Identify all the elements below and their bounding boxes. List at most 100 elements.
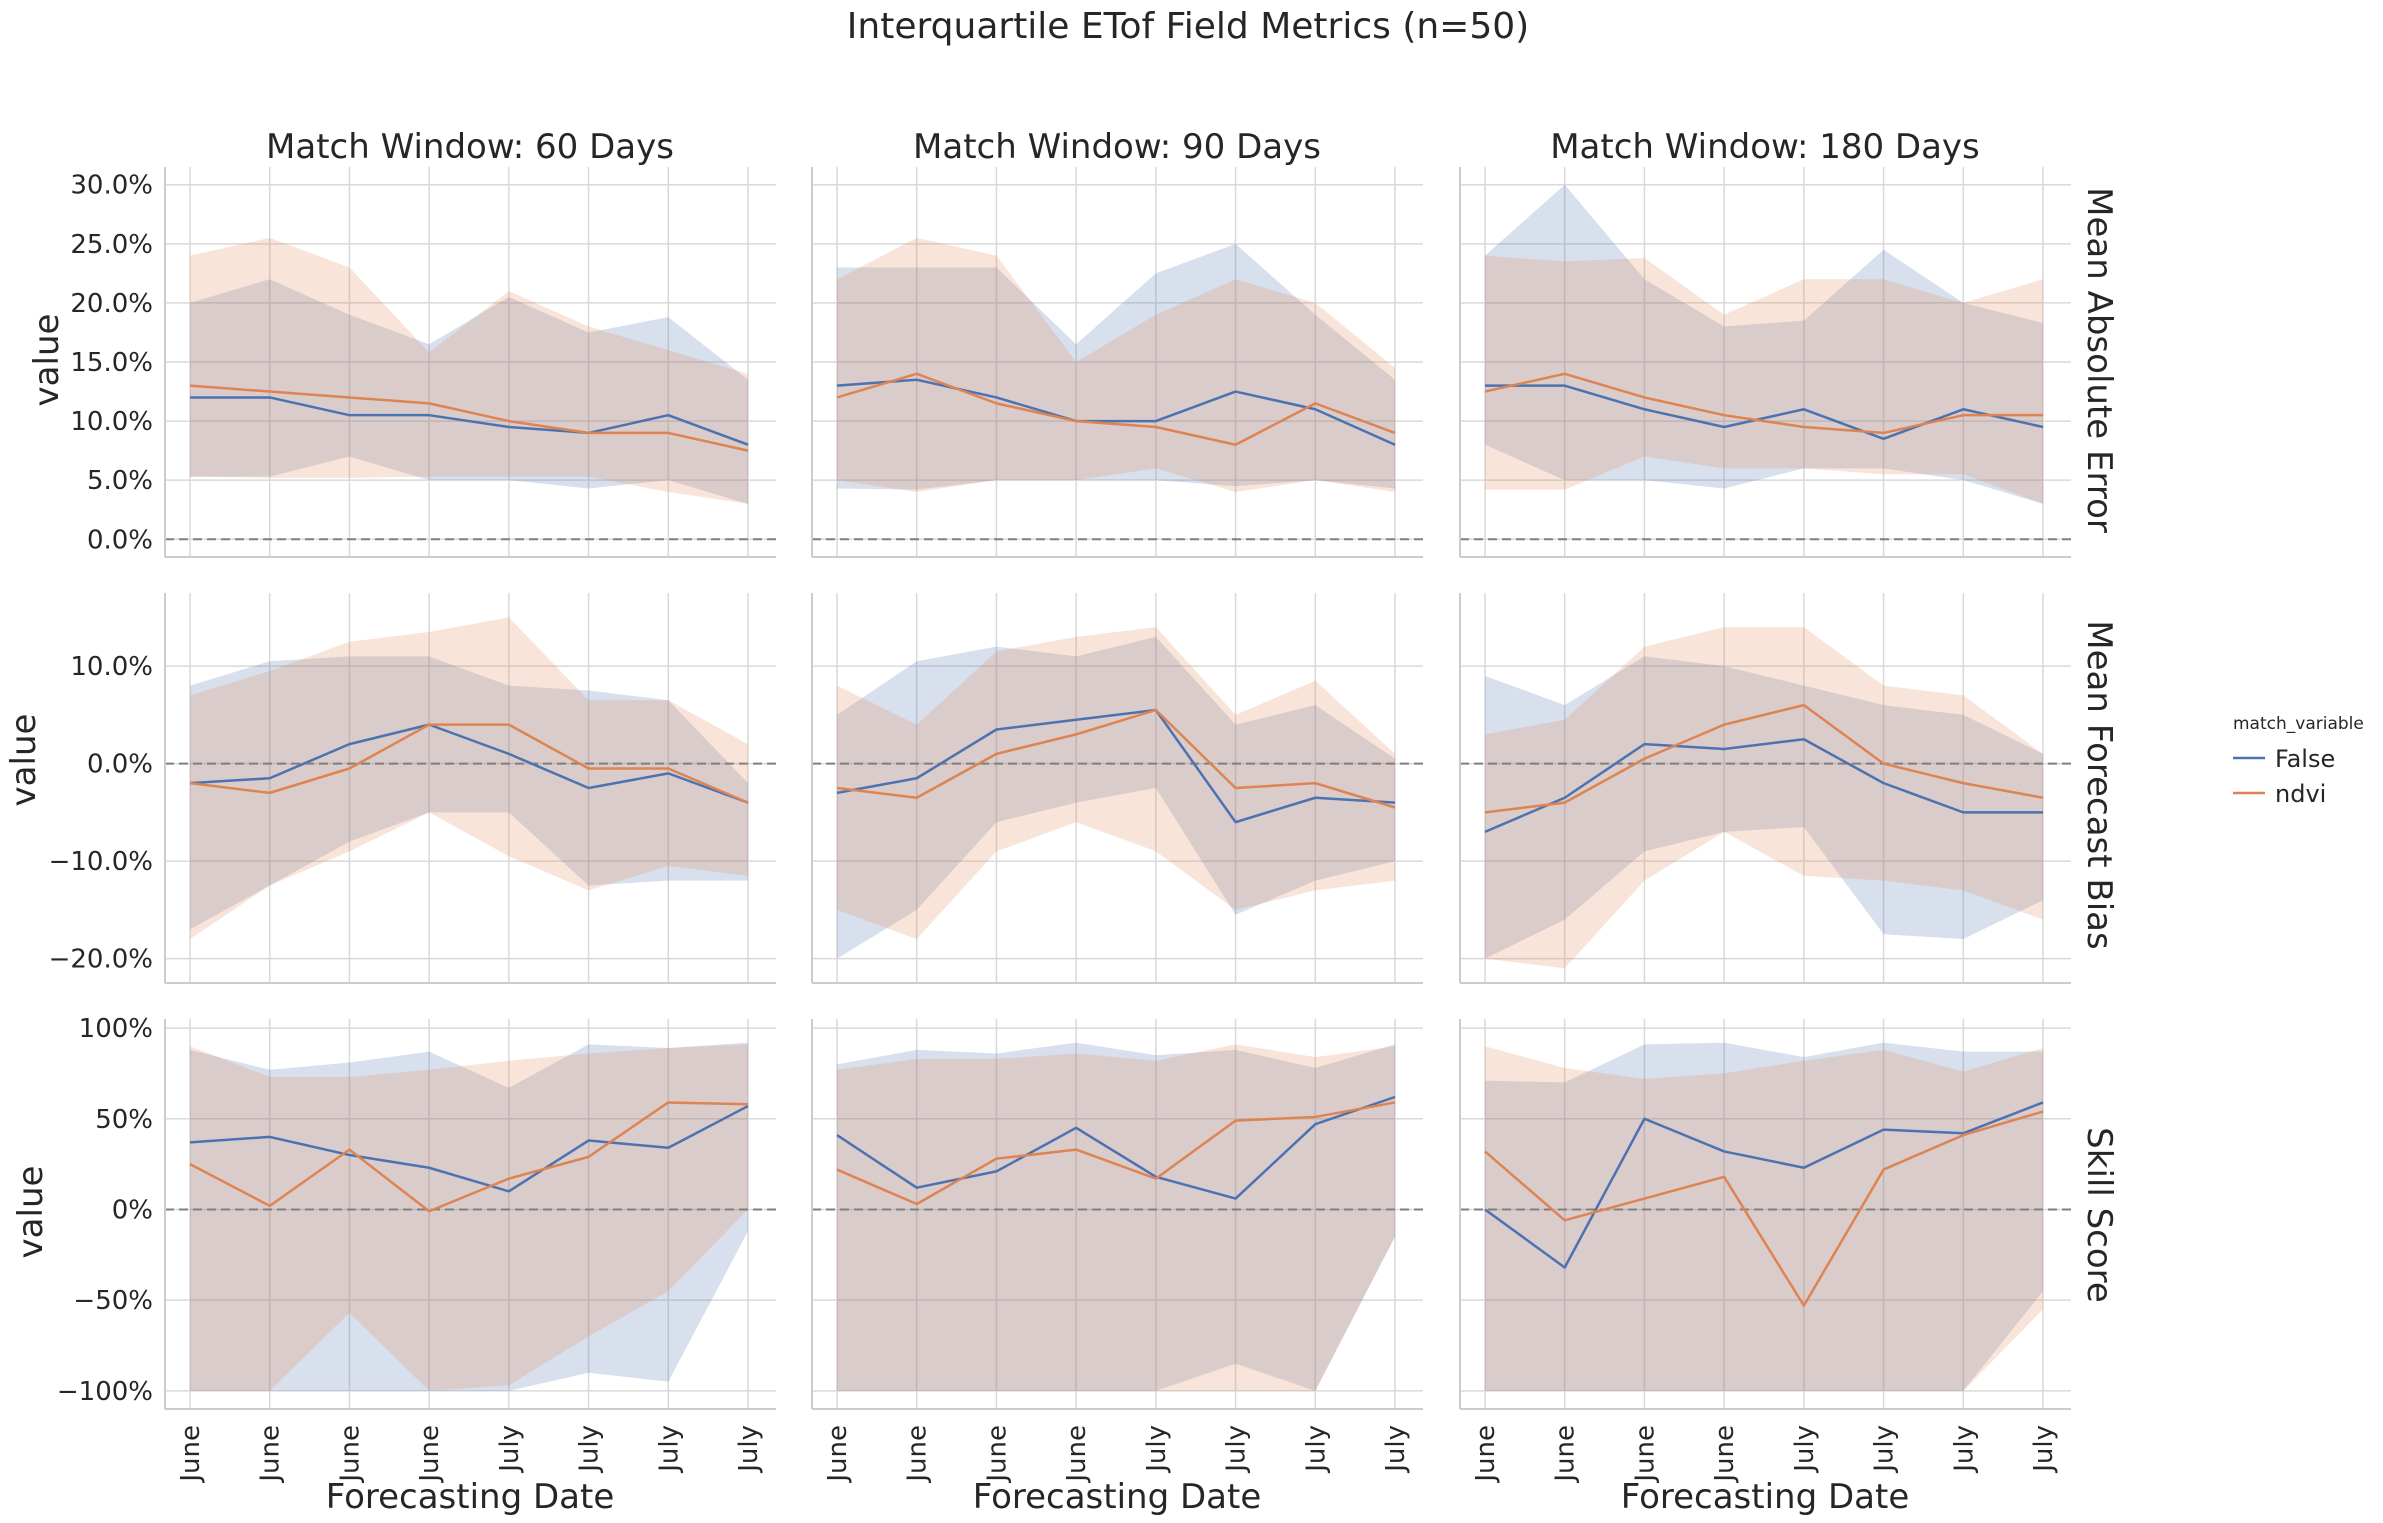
band-false: [1485, 656, 2043, 959]
band-false: [1485, 184, 2043, 504]
series-line-false: [836, 1095, 1396, 1200]
panel-r1-c3: [1459, 167, 2071, 558]
panel-r2-c3: [1459, 593, 2071, 984]
band-ndvi: [1485, 1046, 2043, 1391]
band-ndvi: [190, 1044, 748, 1391]
x-tick-label: June: [903, 1425, 933, 1484]
panel-r3-c2: June June June June July July July July: [811, 1019, 1423, 1484]
y-tick-label: 25.0%: [70, 230, 153, 260]
legend: match_variable False ndvi: [2233, 714, 2364, 808]
x-tick-label: June: [1551, 1425, 1581, 1484]
panel-r3-c3: June June June June July July July July: [1459, 1019, 2071, 1484]
y-tick-label: −50%: [73, 1286, 153, 1316]
y-tick-label: 20.0%: [70, 289, 153, 319]
band-ndvi: [1485, 255, 2043, 504]
x-tick-label: July: [1790, 1425, 1820, 1474]
column-title-180: Match Window: 180 Days: [1550, 127, 1980, 167]
x-tick-label: July: [2029, 1425, 2059, 1474]
x-axis-label-col-3: Forecasting Date: [1621, 1477, 1910, 1517]
x-tick-label: June: [1471, 1425, 1501, 1484]
series-line-false: [1484, 738, 2043, 834]
x-axis-label-col-1: Forecasting Date: [326, 1477, 615, 1517]
band-ndvi: [190, 617, 748, 940]
panel-r1-c2: [811, 167, 1423, 558]
y-tick-label: 0%: [112, 1195, 153, 1225]
legend-title: match_variable: [2233, 714, 2364, 734]
series-line-false: [836, 378, 1396, 446]
y-tick-label: 15.0%: [70, 348, 153, 378]
panel-r3-c1: −100% −50% 0% 50% 100% June June June June July Ju…: [57, 1014, 776, 1484]
row-title-bias: Mean Forecast Bias: [2079, 620, 2119, 949]
x-tick-label: June: [823, 1425, 853, 1484]
y-tick-label: 100%: [79, 1014, 153, 1044]
x-tick-label: July: [1301, 1425, 1331, 1474]
legend-label-false: False: [2275, 745, 2335, 773]
x-tick-label: June: [176, 1425, 206, 1484]
panel-r2-c2: [811, 593, 1423, 984]
band-false: [837, 243, 1395, 490]
x-tick-label: July: [1142, 1425, 1172, 1474]
band-false: [190, 279, 748, 504]
column-title-90: Match Window: 90 Days: [913, 127, 1321, 167]
series-line-false: [836, 708, 1396, 824]
band-ndvi: [837, 237, 1395, 492]
x-tick-label: June: [335, 1425, 365, 1484]
band-ndvi: [837, 1044, 1395, 1391]
x-tick-label: July: [495, 1425, 525, 1474]
y-axis-label-row-2: value: [4, 714, 44, 807]
x-tick-label: June: [415, 1425, 445, 1484]
x-tick-label: July: [654, 1425, 684, 1474]
band-ndvi: [190, 237, 748, 504]
y-tick-label: 0.0%: [87, 750, 153, 780]
series-line-false: [189, 723, 749, 804]
y-axis-label-row-1: value: [27, 314, 67, 407]
series-line-ndvi: [1484, 1110, 2044, 1307]
x-tick-label: July: [1870, 1425, 1900, 1474]
x-tick-label: June: [1062, 1425, 1092, 1484]
y-tick-label: −20.0%: [49, 945, 153, 975]
y-axis-label-row-3: value: [11, 1166, 51, 1259]
y-tick-label: −100%: [57, 1377, 153, 1407]
panel-r2-c1: −20.0% −10.0% 0.0% 10.0%: [49, 593, 776, 984]
series-line-false: [189, 1104, 749, 1193]
x-tick-label: June: [982, 1425, 1012, 1484]
x-tick-label: July: [1222, 1425, 1252, 1474]
series-line-ndvi: [836, 708, 1396, 809]
band-ndvi: [1485, 627, 2043, 969]
column-title-60: Match Window: 60 Days: [266, 127, 674, 167]
y-tick-label: 10.0%: [70, 407, 153, 437]
y-tick-label: 0.0%: [87, 525, 153, 555]
x-tick-label: July: [575, 1425, 605, 1474]
x-axis-label-col-2: Forecasting Date: [973, 1477, 1262, 1517]
panel-r1-c1: 0.0% 5.0% 10.0% 15.0% 20.0% 25.0% 30.0%: [70, 167, 776, 558]
band-ndvi: [837, 627, 1395, 940]
legend-label-ndvi: ndvi: [2275, 780, 2326, 808]
x-tick-label: July: [734, 1425, 764, 1474]
series-line-ndvi: [1484, 372, 2043, 435]
band-false: [837, 1042, 1395, 1391]
series-line-ndvi: [836, 1101, 1396, 1206]
series-line-false: [1484, 1101, 2044, 1269]
series-line-ndvi: [189, 723, 749, 804]
series-line-ndvi: [189, 384, 749, 452]
series-line-false: [1485, 384, 2044, 441]
x-tick-label: June: [1710, 1425, 1740, 1484]
series-line-ndvi: [189, 1101, 749, 1213]
row-title-mae: Mean Absolute Error: [2079, 187, 2119, 533]
x-tick-label: July: [1949, 1425, 1979, 1474]
y-tick-label: −10.0%: [49, 847, 153, 877]
band-false: [837, 636, 1395, 959]
series-line-false: [190, 396, 749, 446]
series-line-ndvi: [1484, 703, 2044, 814]
y-tick-label: 5.0%: [87, 466, 153, 496]
series-line-ndvi: [836, 372, 1396, 446]
x-tick-label: June: [1630, 1425, 1660, 1484]
band-false: [190, 656, 748, 930]
x-tick-label: June: [256, 1425, 286, 1484]
row-title-skill: Skill Score: [2079, 1127, 2119, 1303]
x-tick-label: July: [1381, 1425, 1411, 1474]
y-tick-label: 30.0%: [70, 171, 153, 201]
band-false: [190, 1042, 748, 1391]
y-tick-label: 10.0%: [70, 652, 153, 682]
